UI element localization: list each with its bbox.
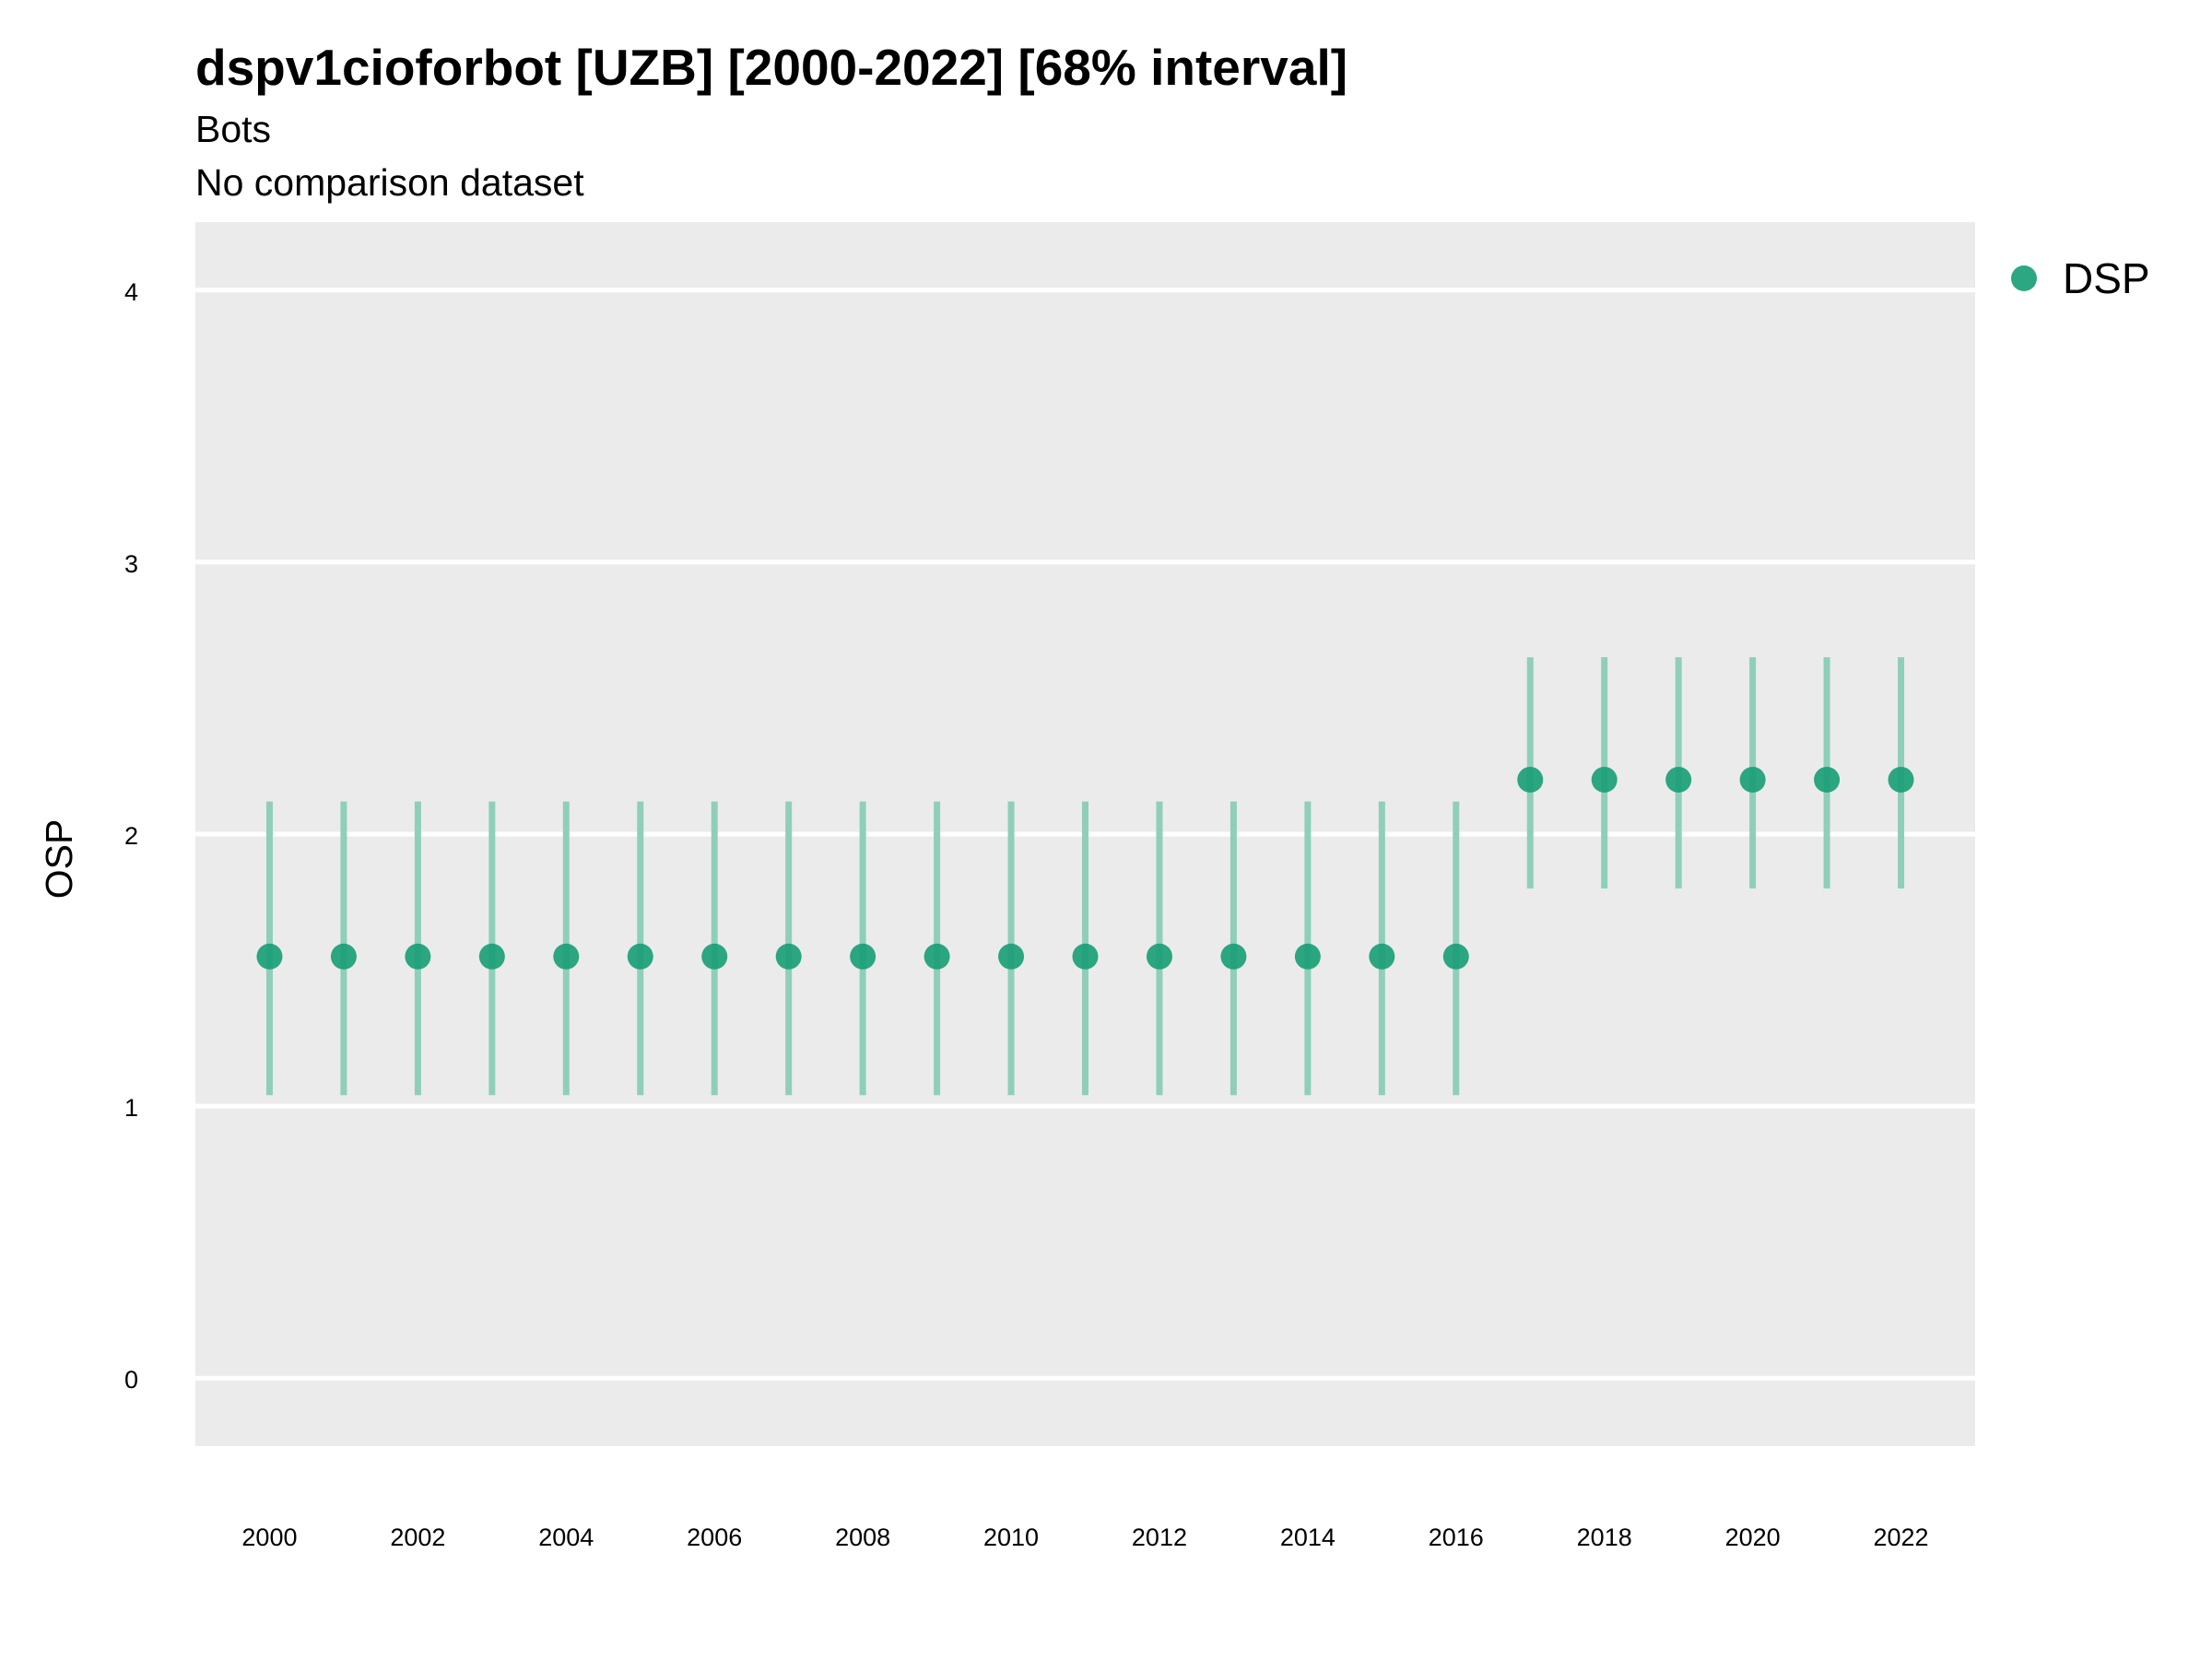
chart-subtitle-line-1: Bots: [195, 108, 271, 150]
x-tick-label-2020: 2020: [1725, 1524, 1781, 1551]
data-point-2017: [1517, 766, 1544, 793]
x-tick-label-2010: 2010: [983, 1524, 1039, 1551]
data-point-2010: [998, 943, 1025, 970]
data-point-2004: [553, 943, 580, 970]
data-point-2018: [1591, 766, 1618, 793]
y-tick-label-2: 2: [124, 822, 138, 850]
legend-key-dsp: [2011, 265, 2037, 291]
legend: DSP: [2011, 254, 2150, 302]
data-point-2020: [1739, 766, 1766, 793]
plot-area: 0 1 2 3 4 2000 2002 2004 2006 2008 2010 2012 2014 201…: [124, 222, 1975, 1551]
y-tick-label-1: 1: [124, 1094, 138, 1122]
legend-label-dsp: DSP: [2063, 254, 2150, 302]
x-tick-label-2006: 2006: [687, 1524, 742, 1551]
chart-title: dspv1cioforbot [UZB] [2000-2022] [68% in…: [195, 39, 1347, 96]
x-tick-label-2014: 2014: [1280, 1524, 1335, 1551]
data-point-2014: [1294, 943, 1321, 970]
x-tick-label-2002: 2002: [390, 1524, 445, 1551]
data-point-2008: [850, 943, 877, 970]
data-point-2021: [1814, 766, 1841, 793]
x-tick-label-2004: 2004: [538, 1524, 594, 1551]
data-point-2013: [1220, 943, 1247, 970]
data-point-2015: [1369, 943, 1395, 970]
y-axis-label: OSP: [38, 819, 80, 900]
x-tick-label-2018: 2018: [1577, 1524, 1632, 1551]
data-point-2009: [924, 943, 950, 970]
x-tick-label-2000: 2000: [241, 1524, 297, 1551]
data-point-2007: [775, 943, 802, 970]
data-point-2016: [1442, 943, 1469, 970]
x-tick-label-2008: 2008: [835, 1524, 890, 1551]
data-point-2019: [1665, 766, 1692, 793]
data-point-2022: [1888, 766, 1914, 793]
y-tick-label-0: 0: [124, 1366, 138, 1394]
y-tick-label-3: 3: [124, 550, 138, 578]
x-tick-label-2012: 2012: [1132, 1524, 1187, 1551]
x-tick-label-2022: 2022: [1874, 1524, 1929, 1551]
data-point-2000: [256, 943, 283, 970]
data-point-2006: [701, 943, 728, 970]
chart-subtitle-line-2: No comparison dataset: [195, 161, 584, 204]
data-point-2002: [405, 943, 431, 970]
x-tick-label-2016: 2016: [1429, 1524, 1484, 1551]
data-point-2012: [1146, 943, 1172, 970]
data-point-2003: [478, 943, 505, 970]
data-point-2011: [1072, 943, 1099, 970]
y-tick-label-4: 4: [124, 278, 138, 306]
data-point-2005: [627, 943, 653, 970]
data-point-2001: [330, 943, 357, 970]
